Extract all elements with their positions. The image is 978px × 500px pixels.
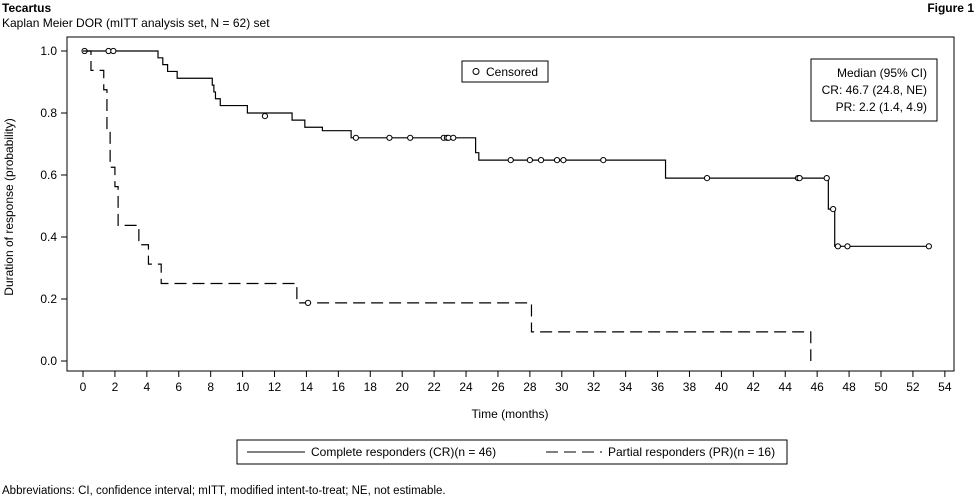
censor-mark-cr bbox=[352, 134, 360, 141]
x-tick-label: 44 bbox=[779, 380, 793, 394]
x-tick-label: 22 bbox=[427, 380, 441, 394]
x-tick-label: 10 bbox=[236, 380, 250, 394]
document-title: Tecartus bbox=[2, 1, 52, 15]
x-tick-label: 32 bbox=[587, 380, 601, 394]
censor-mark-cr bbox=[796, 175, 803, 182]
series-line-pr bbox=[83, 50, 812, 361]
x-tick-label: 6 bbox=[175, 380, 182, 394]
censor-mark-cr bbox=[823, 175, 830, 182]
median-box: Median (95% CI) CR: 46.7 (24.8, NE) PR: … bbox=[810, 58, 938, 122]
censor-mark-cr bbox=[110, 47, 117, 55]
x-tick-label: 16 bbox=[332, 380, 346, 394]
censor-mark-cr bbox=[703, 175, 711, 182]
x-tick-label: 34 bbox=[619, 380, 633, 394]
censor-mark-cr bbox=[261, 113, 269, 120]
figure-label: Figure 1 bbox=[927, 1, 974, 15]
x-axis-title: Time (months) bbox=[472, 407, 549, 421]
median-box-cr: CR: 46.7 (24.8, NE) bbox=[822, 83, 927, 97]
censor-mark-cr bbox=[560, 157, 567, 164]
median-box-header: Median (95% CI) bbox=[837, 66, 927, 80]
x-tick-label: 18 bbox=[364, 380, 378, 394]
y-tick-label: 0.2 bbox=[40, 292, 57, 306]
x-tick-label: 14 bbox=[300, 380, 314, 394]
x-tick-label: 38 bbox=[683, 380, 697, 394]
y-axis-title: Duration of response (probability) bbox=[2, 118, 16, 295]
y-tick-label: 1.0 bbox=[40, 44, 57, 58]
chart-subtitle: Kaplan Meier DOR (mITT analysis set, N =… bbox=[2, 16, 270, 30]
x-tick-label: 40 bbox=[715, 380, 729, 394]
series-legend-box bbox=[236, 439, 788, 465]
x-tick-label: 26 bbox=[491, 380, 505, 394]
y-tick-label: 0.6 bbox=[40, 168, 57, 182]
x-tick-label: 36 bbox=[651, 380, 665, 394]
censor-mark-cr bbox=[537, 157, 545, 164]
x-tick-label: 0 bbox=[80, 380, 87, 394]
series-layer bbox=[81, 47, 932, 361]
plot-area-frame bbox=[66, 36, 955, 372]
censor-mark-cr bbox=[386, 134, 393, 141]
censor-mark-cr bbox=[925, 243, 932, 250]
series-line-cr bbox=[83, 50, 929, 247]
censor-mark-cr bbox=[830, 206, 837, 213]
y-tick-label: 0.8 bbox=[40, 106, 57, 120]
censor-mark-cr bbox=[526, 157, 533, 164]
x-tick-label: 12 bbox=[268, 380, 282, 394]
x-tick-label: 54 bbox=[938, 380, 952, 394]
x-tick-label: 48 bbox=[842, 380, 856, 394]
y-tick-label: 0.4 bbox=[40, 230, 57, 244]
legend-pr-label: Partial responders (PR)(n = 16) bbox=[608, 445, 775, 459]
x-tick-label: 24 bbox=[459, 380, 473, 394]
legend-cr-label: Complete responders (CR)(n = 46) bbox=[311, 445, 496, 459]
x-tick-label: 42 bbox=[747, 380, 761, 394]
censor-mark-cr bbox=[507, 157, 514, 164]
x-tick-label: 8 bbox=[207, 380, 214, 394]
censored-legend-box bbox=[461, 60, 549, 83]
censored-legend-label: Censored bbox=[486, 65, 538, 79]
x-tick-label: 30 bbox=[555, 380, 569, 394]
axes: 0 2 4 6 8 10 12 14 16 18 20 22 24 26 28 30 32 34 36 38 40 42 4… bbox=[40, 44, 952, 394]
censored-legend: Censored bbox=[461, 60, 549, 83]
x-tick-label: 46 bbox=[810, 380, 824, 394]
censor-mark-cr bbox=[450, 134, 457, 141]
censor-mark-cr bbox=[834, 243, 842, 250]
censor-mark-cr bbox=[407, 134, 414, 141]
series-legend: Complete responders (CR)(n = 46) Partial… bbox=[236, 439, 788, 465]
median-box-frame bbox=[810, 58, 938, 122]
censor-mark-cr bbox=[553, 157, 561, 164]
censored-legend-marker bbox=[472, 68, 480, 75]
x-tick-label: 50 bbox=[874, 380, 888, 394]
x-tick-label: 2 bbox=[112, 380, 119, 394]
y-tick-label: 0.0 bbox=[40, 354, 57, 368]
median-box-pr: PR: 2.2 (1.4, 4.9) bbox=[836, 100, 927, 114]
censor-mark-cr bbox=[600, 157, 607, 164]
x-tick-label: 28 bbox=[523, 380, 537, 394]
x-tick-label: 20 bbox=[396, 380, 410, 394]
x-tick-label: 52 bbox=[906, 380, 920, 394]
abbreviations-footnote: Abbreviations: CI, confidence interval; … bbox=[2, 485, 446, 497]
x-tick-label: 4 bbox=[143, 380, 150, 394]
censor-mark-cr bbox=[844, 243, 851, 250]
censor-mark-pr bbox=[304, 299, 312, 306]
